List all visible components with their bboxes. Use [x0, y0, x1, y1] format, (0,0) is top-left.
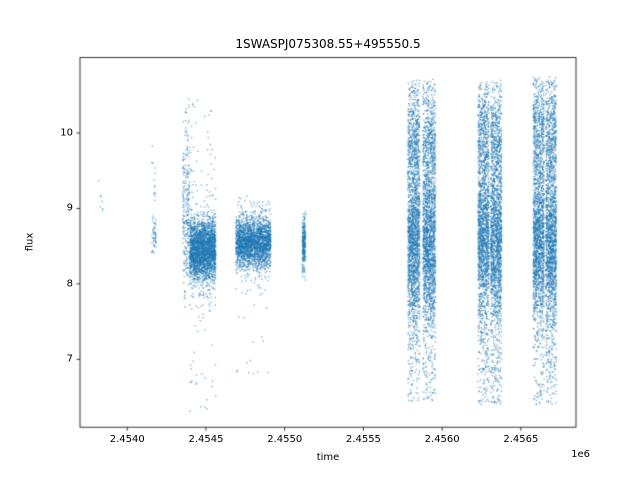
- x-axis-label: time: [316, 452, 340, 463]
- chart-title: 1SWASPJ075308.55+495550.5: [235, 37, 421, 51]
- y-tick-label: 8: [66, 278, 73, 290]
- y-axis-label: flux: [24, 232, 36, 252]
- y-tick-label: 9: [66, 202, 73, 214]
- y-tick-label: 7: [66, 353, 73, 365]
- y-tick-label: 10: [60, 127, 73, 139]
- x-tick-label: 2.4540: [109, 434, 145, 446]
- x-tick-label: 2.4550: [267, 434, 303, 446]
- x-axis-offset-label: 1e6: [571, 449, 590, 460]
- x-tick-label: 2.4545: [188, 434, 224, 446]
- x-tick-label: 2.4555: [345, 434, 381, 446]
- x-tick-label: 2.4560: [424, 434, 460, 446]
- x-tick-label: 2.4565: [503, 434, 539, 446]
